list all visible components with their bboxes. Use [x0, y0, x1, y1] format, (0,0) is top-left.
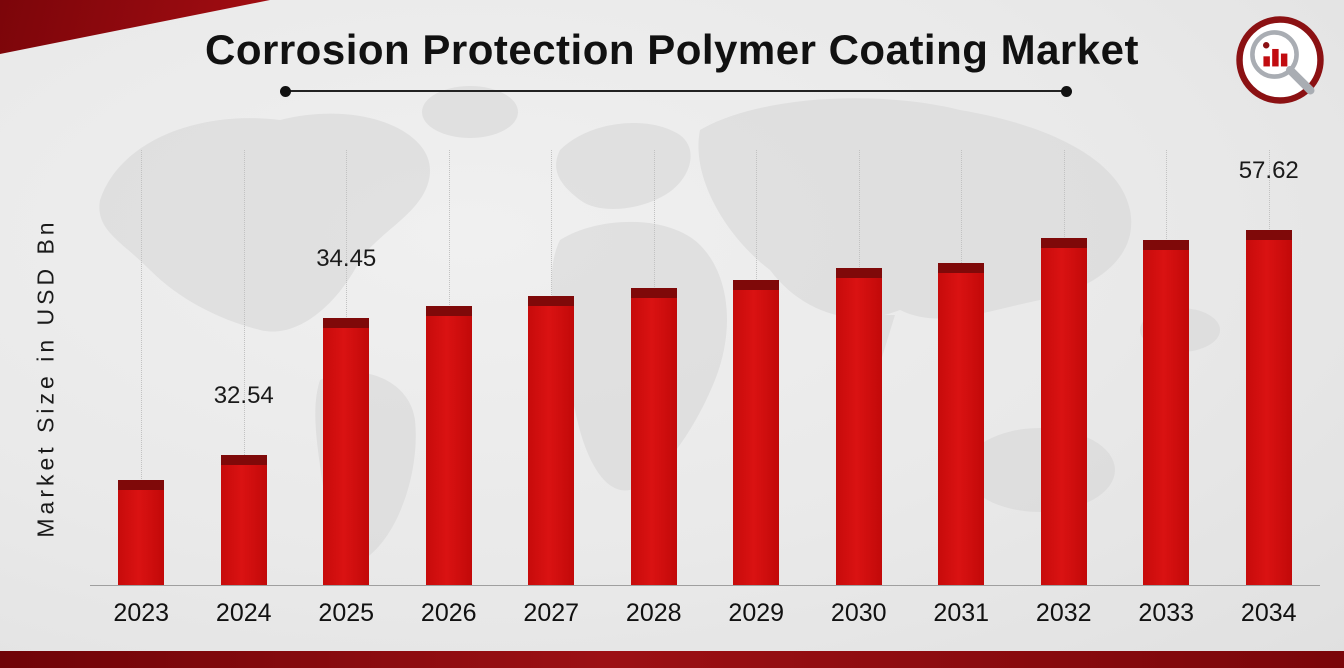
- bar-slot-2030: 2030: [808, 150, 910, 627]
- x-tick-label-2032: 2032: [1035, 599, 1092, 627]
- bar-slot-2023: 2023: [90, 150, 192, 627]
- bar-2031: [938, 263, 985, 585]
- bar-2023: [118, 480, 165, 585]
- bar-slot-2026: 2026: [398, 150, 500, 627]
- bar-2033: [1143, 240, 1190, 585]
- x-tick-label-2026: 2026: [420, 599, 477, 627]
- bar-cap: [938, 263, 985, 273]
- gridline: [141, 150, 143, 585]
- bar-slot-2029: 2029: [705, 150, 807, 627]
- bar-slot-2031: 2031: [910, 150, 1012, 627]
- x-tick-label-2033: 2033: [1138, 599, 1195, 627]
- bar-cap: [323, 318, 370, 328]
- bar-value-label-2025: 34.45: [316, 245, 377, 272]
- bar-2032: [1040, 238, 1087, 585]
- bar-2025: [323, 318, 370, 585]
- x-tick-label-2030: 2030: [830, 599, 887, 627]
- x-tick-label-2028: 2028: [625, 599, 682, 627]
- bar-slot-2032: 2032: [1013, 150, 1115, 627]
- bar-cap: [630, 288, 677, 298]
- bar-2024: [220, 455, 267, 585]
- bar-slot-2033: 2033: [1115, 150, 1217, 627]
- bar-2026: [425, 306, 472, 585]
- bar-cap: [1143, 240, 1190, 250]
- x-tick-label-2024: 2024: [215, 599, 272, 627]
- bar-value-label-2024: 32.54: [213, 382, 274, 409]
- bar-cap: [220, 455, 267, 465]
- x-tick-label-2029: 2029: [728, 599, 785, 627]
- bar-cap: [528, 296, 575, 306]
- bar-cap: [733, 280, 780, 290]
- y-axis-label: Market Size in USD Bn: [32, 218, 59, 538]
- bar-value-label-2034: 57.62: [1238, 157, 1299, 184]
- bar-slot-2024: 32.54 2024: [193, 150, 295, 627]
- bar-cap: [1245, 230, 1292, 240]
- bar-cap: [835, 268, 882, 278]
- bar-slot-2028: 2028: [603, 150, 705, 627]
- bar-2030: [835, 268, 882, 585]
- x-tick-label-2023: 2023: [113, 599, 170, 627]
- bar-slot-2025: 34.45 2025: [295, 150, 397, 627]
- title-underline: [280, 85, 1072, 97]
- x-tick-label-2025: 2025: [318, 599, 375, 627]
- page-title: Corrosion Protection Polymer Coating Mar…: [205, 26, 1139, 73]
- bar-cap: [118, 480, 165, 490]
- x-tick-label-2031: 2031: [933, 599, 990, 627]
- bar-2028: [630, 288, 677, 585]
- bar-cap: [1040, 238, 1087, 248]
- bar-2027: [528, 296, 575, 585]
- gridline: [243, 150, 245, 585]
- bar-slot-2034: 57.62 2034: [1218, 150, 1320, 627]
- x-tick-label-2027: 2027: [523, 599, 580, 627]
- x-tick-label-2034: 2034: [1240, 599, 1297, 627]
- brand-logo-magnifier-chart-icon: [1236, 16, 1324, 104]
- bar-slot-2027: 2027: [500, 150, 602, 627]
- bottom-accent-strip: [0, 651, 1344, 668]
- bar-2034: [1245, 230, 1292, 585]
- bar-cap: [425, 306, 472, 316]
- bar-2029: [733, 280, 780, 585]
- plot-area: 2023 32.54 2024 34.45 2025 2026 2027 2028 2029 20…: [90, 150, 1320, 627]
